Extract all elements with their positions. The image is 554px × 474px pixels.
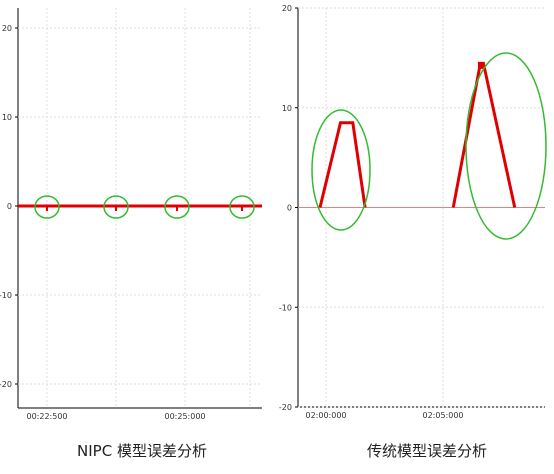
x-tick-labels: 00:22:500 00:25:000	[26, 412, 205, 421]
error-peak	[451, 64, 517, 208]
chart-traditional-error: 20 10 0 -10 -20 02:00:000 02:05:000 传统模型误差分析	[279, 4, 547, 460]
annotations	[311, 52, 547, 240]
annotation-ellipse	[34, 195, 60, 219]
y-tick-label: -20	[279, 403, 292, 412]
x-tick-label: 00:22:500	[26, 412, 67, 421]
annotations	[34, 195, 255, 219]
y-tick-label: 10	[282, 104, 292, 113]
y-tick-label: -10	[0, 291, 12, 300]
y-tick-label: 10	[2, 113, 12, 122]
annotation-ellipse	[229, 195, 255, 219]
y-tick-labels: 20 10 0 -10 -20	[0, 24, 18, 389]
y-tick-label: -20	[0, 380, 12, 389]
annotation-ellipse	[103, 195, 129, 219]
y-tick-label: 20	[2, 24, 12, 33]
chart-nipc-error: 20 10 0 -10 -20 00:22:500 00:25:000 NIPC 模型误差…	[0, 8, 262, 460]
series	[298, 61, 545, 208]
grid	[18, 8, 262, 408]
y-tick-label: -10	[279, 303, 292, 312]
annotation-ellipse	[164, 195, 190, 219]
annotation-ellipse	[311, 109, 371, 231]
x-tick-label: 02:00:000	[305, 411, 346, 420]
y-tick-label: 20	[282, 4, 292, 13]
y-tick-labels: 20 10 0 -10 -20	[279, 4, 298, 412]
chart-title: NIPC 模型误差分析	[77, 442, 207, 460]
chart-title: 传统模型误差分析	[367, 442, 487, 460]
error-peak	[318, 121, 367, 208]
peak-marker	[477, 61, 485, 69]
x-tick-label: 02:05:000	[422, 411, 463, 420]
x-tick-labels: 02:00:000 02:05:000	[305, 411, 463, 420]
y-tick-label: 0	[7, 202, 12, 211]
annotation-ellipse	[465, 52, 547, 240]
x-tick-label: 00:25:000	[164, 412, 205, 421]
y-tick-label: 0	[287, 204, 292, 213]
